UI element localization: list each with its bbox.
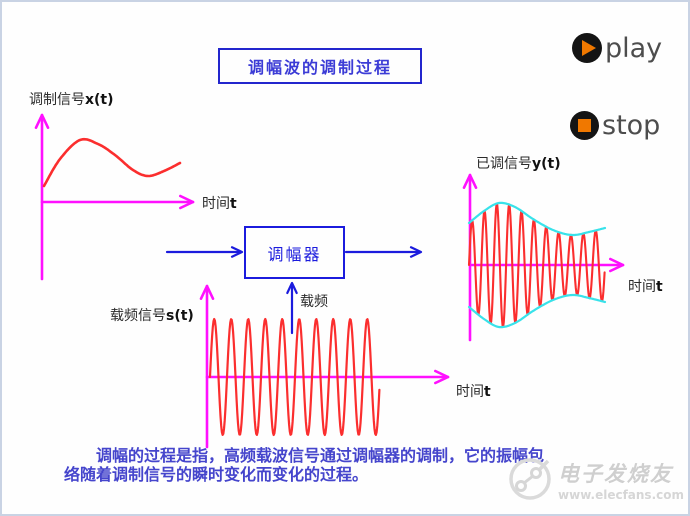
modulating-x-arrowhead [179,194,195,210]
watermark-name: 电子发烧友 [558,462,674,486]
modulator-output-arrowhead [409,246,423,258]
carrier-time-axis-label: 时间t [456,384,491,400]
stop-square-icon [578,119,591,132]
play-icon[interactable] [572,33,602,63]
play-button[interactable]: play [572,33,662,63]
modulator-input-arrowhead [230,246,244,258]
caption-text: 调幅的过程是指，高频载波信号通过调幅器的调制，它的振幅包 络随着调制信号的瞬时变… [64,446,545,484]
carrier-input-arrowhead [286,281,298,295]
envelope-top [467,201,607,237]
envelope-bottom [467,293,607,329]
modulated-time-axis-label: 时间t [628,279,663,295]
stop-button[interactable]: stop [570,111,660,140]
elecfans-logo-icon [506,454,554,506]
modulated-y-arrowhead [462,173,478,189]
modulated-x-arrowhead [608,257,625,273]
modulating-time-axis-label: 时间t [202,196,237,212]
modulating-curve [42,137,182,188]
modulating-signal-label: 调制信号x(t) [29,92,114,108]
modulator-box: 调幅器 [244,226,345,279]
carrier-y-arrowhead [199,284,215,301]
carrier-input-label: 载频 [300,294,328,310]
stop-button-label[interactable]: stop [602,110,661,141]
carrier-wave [208,317,381,437]
modulator-label: 调幅器 [267,244,322,264]
watermark-url: www.elecfans.com [558,488,684,502]
carrier-x-arrowhead [433,369,450,385]
modulating-y-arrowhead [34,113,50,129]
play-button-label[interactable]: play [605,32,663,64]
stop-icon[interactable] [570,111,599,140]
am-wave [467,202,606,328]
modulated-signal-label: 已调信号y(t) [476,156,561,172]
watermark: 电子发烧友 www.elecfans.com [506,454,684,506]
carrier-signal-label: 载频信号s(t) [110,308,194,324]
page-title: 调幅波的调制过程 [247,58,392,77]
title-box: 调幅波的调制过程 [218,48,422,84]
play-triangle-icon [582,40,596,56]
